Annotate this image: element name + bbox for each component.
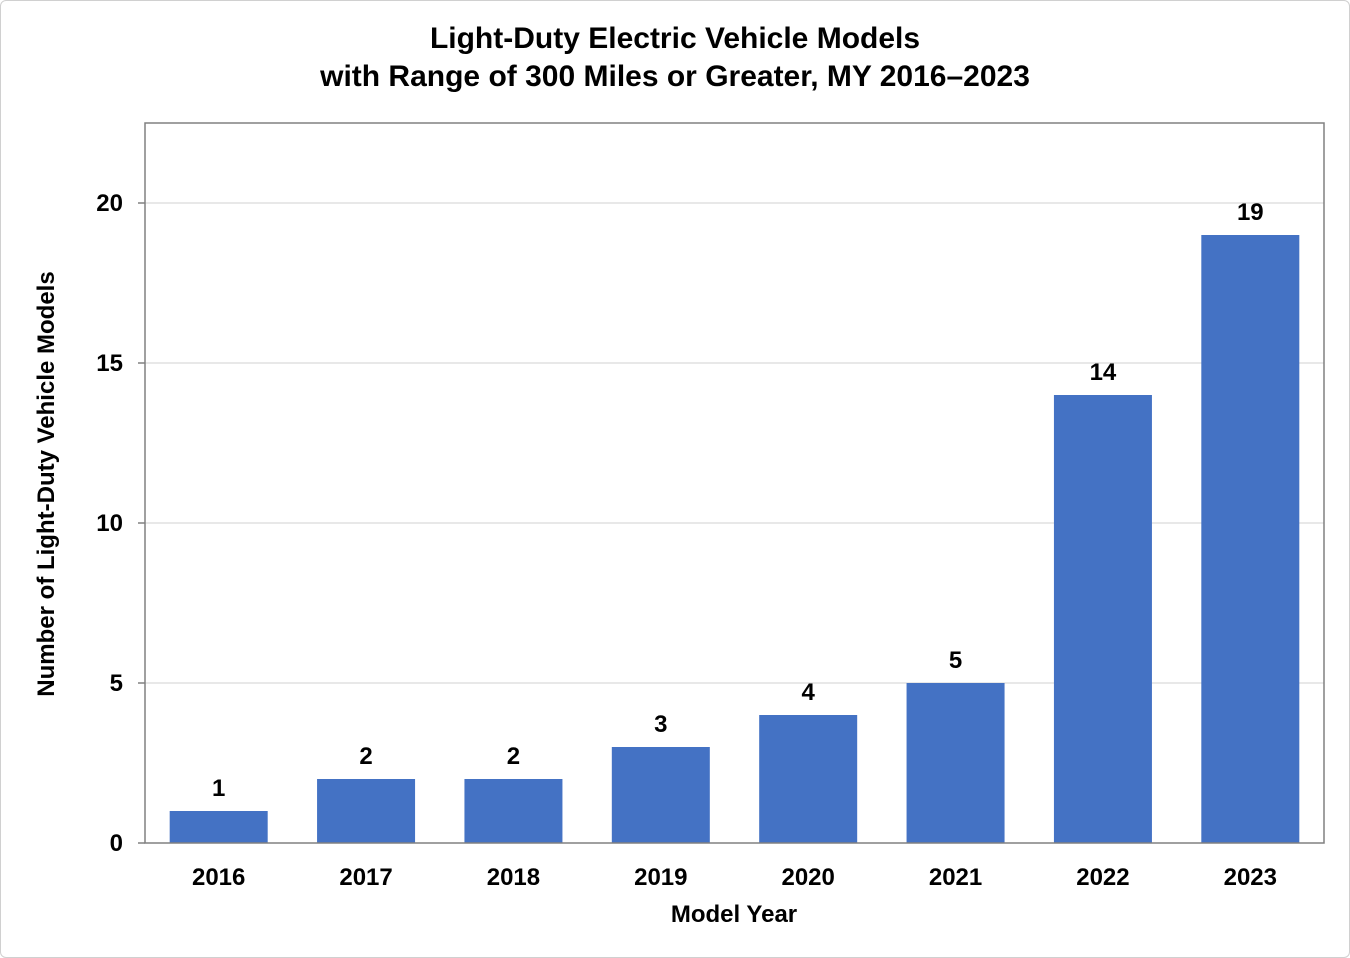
bar-2023 (1201, 235, 1300, 843)
data-label-2019: 3 (654, 711, 667, 738)
x-tick-label-2021: 2021 (929, 864, 982, 891)
x-tick-label-2018: 2018 (487, 864, 540, 891)
y-tick-label: 15 (96, 350, 123, 377)
x-tick-label-2017: 2017 (339, 864, 392, 891)
chart-title-line-1: Light-Duty Electric Vehicle Models (430, 22, 920, 55)
bars (169, 235, 1300, 843)
data-label-2017: 2 (359, 743, 372, 770)
x-axis-ticks: 2016 2017 2018 2019 2020 2021 2022 2023 (192, 864, 1277, 891)
y-axis-title: Number of Light-Duty Vehicle Models (33, 271, 60, 696)
plot-area-border (144, 122, 1325, 844)
data-label-2018: 2 (507, 743, 520, 770)
y-axis-ticks: 0 5 10 15 20 (96, 190, 145, 857)
y-tick-label: 10 (96, 510, 123, 537)
x-tick-label-2019: 2019 (634, 864, 687, 891)
x-axis-title: Model Year (671, 901, 797, 928)
bar-2022 (1053, 395, 1152, 843)
bar-2019 (611, 747, 710, 843)
data-label-2023: 19 (1237, 199, 1264, 226)
data-label-2022: 14 (1090, 359, 1117, 386)
chart-title-line-2: with Range of 300 Miles or Greater, MY 2… (319, 60, 1030, 93)
x-tick-label-2022: 2022 (1076, 864, 1129, 891)
x-tick-label-2023: 2023 (1224, 864, 1277, 891)
bar-2021 (906, 683, 1005, 843)
data-labels: 1 2 2 3 4 5 14 19 (212, 199, 1264, 802)
chart-title: Light-Duty Electric Vehicle Models with … (319, 22, 1030, 93)
bar-2017 (317, 779, 416, 843)
data-label-2020: 4 (802, 679, 816, 706)
data-label-2021: 5 (949, 647, 962, 674)
bar-2016 (169, 811, 268, 843)
x-tick-label-2016: 2016 (192, 864, 245, 891)
bar-2018 (464, 779, 563, 843)
y-tick-label: 0 (110, 830, 123, 857)
bar-2020 (759, 715, 858, 843)
x-tick-label-2020: 2020 (781, 864, 834, 891)
data-label-2016: 1 (212, 775, 225, 802)
y-tick-label: 20 (96, 190, 123, 217)
y-tick-label: 5 (110, 670, 123, 697)
